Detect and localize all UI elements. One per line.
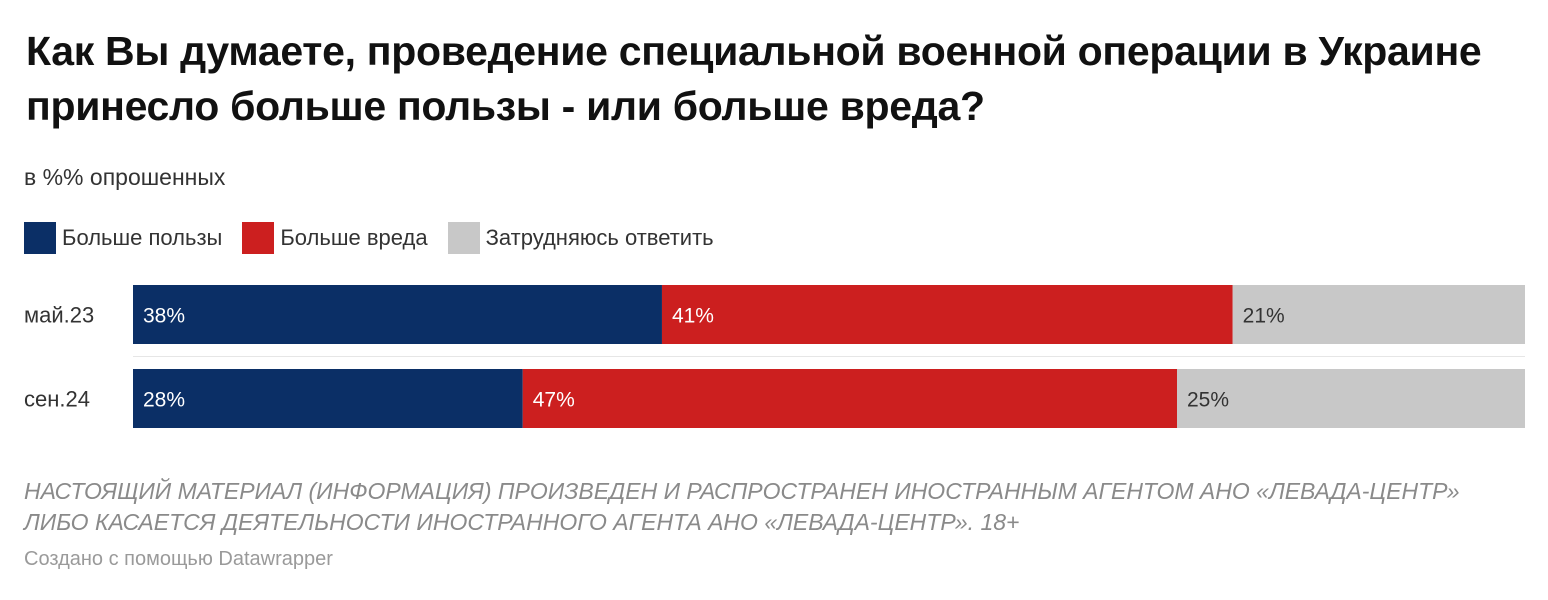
chart-title: Как Вы думаете, проведение специальной в… bbox=[26, 28, 1482, 129]
category-label-row-1: сен.24 bbox=[24, 387, 90, 412]
legend-label-undecided: Затрудняюсь ответить bbox=[485, 225, 714, 250]
stacked-bar-chart: май.23 38% 41% 21% сен.24 28% 47% 25% bbox=[24, 285, 1525, 428]
value-label-row-1-series-1: 47% bbox=[533, 389, 575, 412]
category-label-row-0: май.23 bbox=[24, 303, 94, 328]
foreign-agent-notice: НАСТОЯЩИЙ МАТЕРИАЛ (ИНФОРМАЦИЯ) ПРОИЗВЕД… bbox=[24, 478, 1460, 535]
value-label-row-1-series-2: 25% bbox=[1187, 389, 1229, 412]
bar-segment-row-0-series-1 bbox=[661, 285, 1233, 344]
legend-item-undecided: Затрудняюсь ответить bbox=[447, 222, 714, 254]
value-label-row-1-series-0: 28% bbox=[143, 389, 185, 412]
legend-swatch-harm bbox=[242, 222, 275, 254]
value-label-row-0-series-0: 38% bbox=[143, 305, 185, 328]
legend-item-benefit: Больше пользы bbox=[24, 222, 222, 254]
bar-segment-row-0-series-0 bbox=[133, 285, 662, 344]
bar-segment-row-0-series-2 bbox=[1232, 285, 1525, 344]
legend-swatch-undecided bbox=[447, 222, 480, 254]
bar-segment-row-1-series-0 bbox=[133, 369, 523, 428]
value-label-row-0-series-2: 21% bbox=[1243, 305, 1285, 328]
bar-segment-row-1-series-2 bbox=[1177, 369, 1525, 428]
value-label-row-0-series-1: 41% bbox=[672, 305, 714, 328]
chart-subtitle: в %% опрошенных bbox=[24, 164, 226, 190]
datawrapper-credit: Создано с помощью Datawrapper bbox=[24, 548, 333, 570]
legend-label-benefit: Больше пользы bbox=[62, 225, 223, 250]
bar-segment-row-1-series-1 bbox=[522, 369, 1177, 428]
legend-item-harm: Больше вреда bbox=[242, 222, 428, 254]
legend-label-harm: Больше вреда bbox=[280, 225, 428, 250]
chart-legend: Больше пользы Больше вреда Затрудняюсь о… bbox=[24, 222, 734, 254]
legend-swatch-benefit bbox=[24, 222, 56, 254]
